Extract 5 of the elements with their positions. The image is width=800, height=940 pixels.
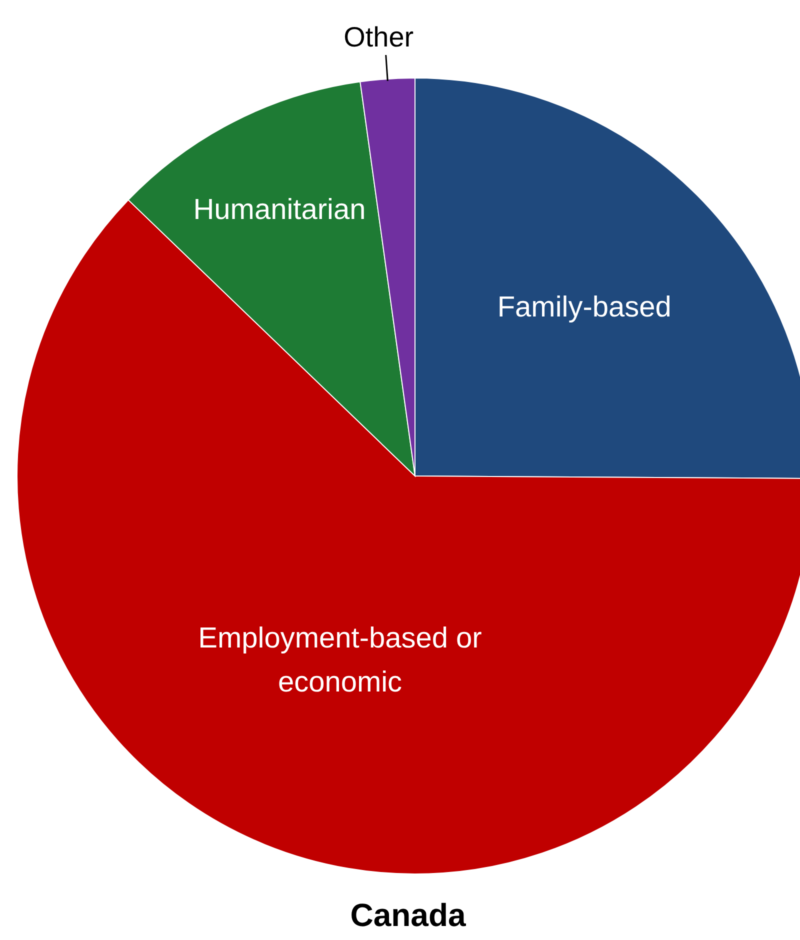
slice-label: Family-based (497, 292, 672, 324)
text: Canada (350, 897, 466, 933)
slice-label: Humanitarian (193, 194, 366, 226)
slice-label: Other (344, 22, 414, 53)
slice-label: Employment-based or economic (198, 622, 482, 698)
